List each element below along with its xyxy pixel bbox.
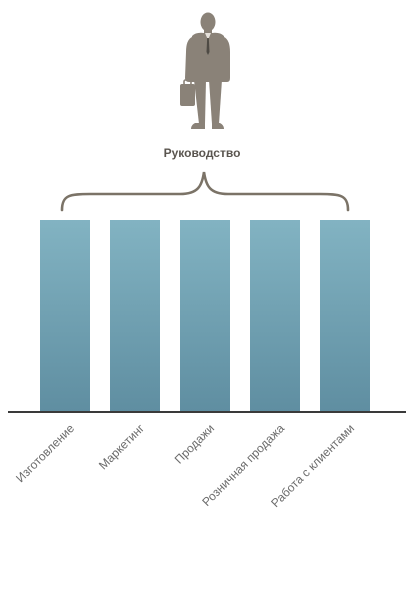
tie-icon [206, 38, 210, 55]
pillar-retail [250, 220, 300, 412]
shirt-collar [205, 33, 211, 40]
curly-brace [60, 171, 350, 212]
pillar-customer-service [320, 220, 370, 412]
page-title: Руководство [164, 146, 241, 160]
department-pillars [40, 220, 370, 412]
pillar-marketing [110, 220, 160, 412]
pillar-sales [180, 220, 230, 412]
department-label: Продажи [172, 421, 217, 466]
businessman-with-briefcase-icon [180, 12, 230, 129]
department-label: Изготовление [13, 421, 77, 485]
department-label: Маркетинг [96, 421, 148, 473]
pillar-manufacturing [40, 220, 90, 412]
